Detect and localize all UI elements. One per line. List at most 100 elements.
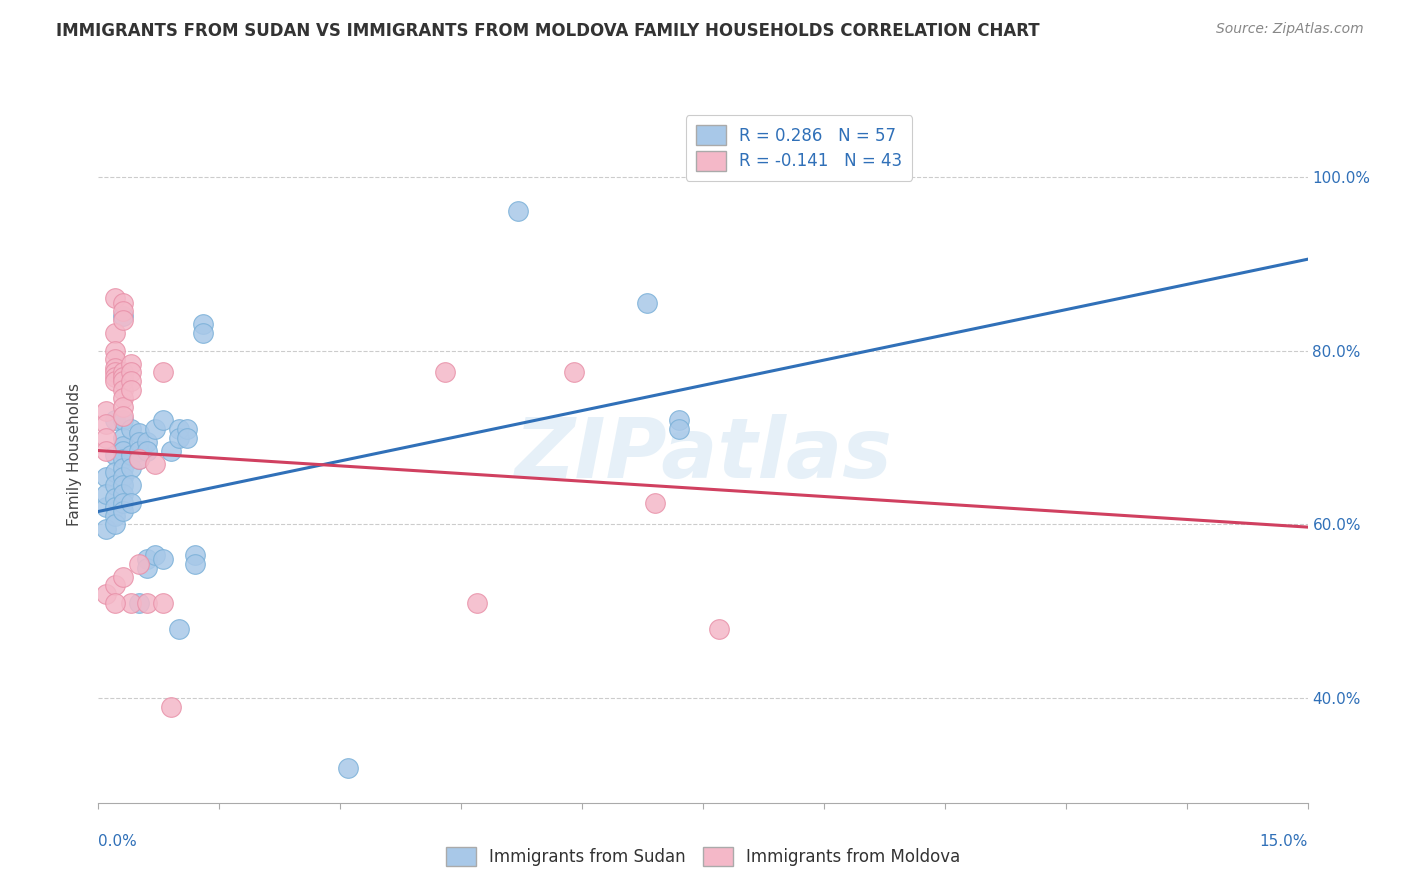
Point xyxy=(160,700,183,714)
Point xyxy=(506,204,529,219)
Point xyxy=(103,596,125,610)
Point xyxy=(111,443,134,458)
Point xyxy=(103,291,125,305)
Point xyxy=(103,326,125,341)
Point xyxy=(128,434,150,449)
Point xyxy=(135,443,157,458)
Point xyxy=(103,352,125,367)
Point xyxy=(111,400,134,414)
Point xyxy=(96,404,118,418)
Point xyxy=(103,478,125,492)
Point xyxy=(128,443,150,458)
Point xyxy=(128,426,150,441)
Point xyxy=(143,422,166,436)
Point xyxy=(120,365,142,379)
Point xyxy=(434,365,457,379)
Point xyxy=(167,622,190,636)
Point xyxy=(152,596,174,610)
Point xyxy=(135,561,157,575)
Point xyxy=(465,596,488,610)
Point xyxy=(96,431,118,445)
Point xyxy=(120,596,142,610)
Y-axis label: Family Households: Family Households xyxy=(67,384,83,526)
Point xyxy=(120,357,142,371)
Point xyxy=(128,452,150,467)
Point xyxy=(135,596,157,610)
Text: 0.0%: 0.0% xyxy=(98,834,138,849)
Point xyxy=(103,508,125,523)
Point xyxy=(103,360,125,375)
Point xyxy=(152,365,174,379)
Point xyxy=(103,578,125,592)
Point xyxy=(96,487,118,501)
Point xyxy=(111,469,134,483)
Point xyxy=(111,309,134,323)
Point xyxy=(103,343,125,358)
Point xyxy=(184,548,207,562)
Point xyxy=(96,587,118,601)
Point xyxy=(111,487,134,501)
Point xyxy=(120,422,142,436)
Point xyxy=(176,422,198,436)
Point xyxy=(103,466,125,480)
Point xyxy=(167,431,190,445)
Point xyxy=(111,504,134,518)
Point xyxy=(120,448,142,462)
Point xyxy=(111,431,134,445)
Point xyxy=(160,443,183,458)
Point xyxy=(96,500,118,514)
Point xyxy=(167,422,190,436)
Text: Source: ZipAtlas.com: Source: ZipAtlas.com xyxy=(1216,22,1364,37)
Point xyxy=(103,374,125,388)
Point xyxy=(135,434,157,449)
Point xyxy=(103,369,125,384)
Point xyxy=(193,326,215,341)
Point xyxy=(103,448,125,462)
Point xyxy=(636,295,658,310)
Point xyxy=(103,491,125,506)
Point xyxy=(111,413,134,427)
Point xyxy=(111,374,134,388)
Point xyxy=(707,622,730,636)
Point xyxy=(111,461,134,475)
Point xyxy=(111,409,134,423)
Point xyxy=(96,469,118,483)
Point xyxy=(120,478,142,492)
Point xyxy=(111,313,134,327)
Point xyxy=(152,552,174,566)
Point xyxy=(111,392,134,406)
Point xyxy=(337,761,360,775)
Point xyxy=(135,552,157,566)
Point xyxy=(184,557,207,571)
Point xyxy=(103,517,125,532)
Point xyxy=(562,365,585,379)
Point xyxy=(111,295,134,310)
Text: ZIPatlas: ZIPatlas xyxy=(515,415,891,495)
Point xyxy=(111,496,134,510)
Point xyxy=(103,365,125,379)
Point xyxy=(103,500,125,514)
Point xyxy=(96,417,118,432)
Point xyxy=(111,304,134,318)
Point xyxy=(143,457,166,471)
Point xyxy=(111,570,134,584)
Point xyxy=(120,383,142,397)
Point xyxy=(111,452,134,467)
Point xyxy=(152,413,174,427)
Point xyxy=(103,413,125,427)
Legend: Immigrants from Sudan, Immigrants from Moldova: Immigrants from Sudan, Immigrants from M… xyxy=(437,838,969,875)
Point xyxy=(143,548,166,562)
Point xyxy=(120,374,142,388)
Point xyxy=(128,596,150,610)
Point xyxy=(96,522,118,536)
Point xyxy=(111,365,134,379)
Text: IMMIGRANTS FROM SUDAN VS IMMIGRANTS FROM MOLDOVA FAMILY HOUSEHOLDS CORRELATION C: IMMIGRANTS FROM SUDAN VS IMMIGRANTS FROM… xyxy=(56,22,1040,40)
Point xyxy=(128,557,150,571)
Point xyxy=(111,383,134,397)
Point xyxy=(176,431,198,445)
Point xyxy=(128,452,150,467)
Point xyxy=(120,461,142,475)
Point xyxy=(668,413,690,427)
Point xyxy=(193,318,215,332)
Point xyxy=(111,478,134,492)
